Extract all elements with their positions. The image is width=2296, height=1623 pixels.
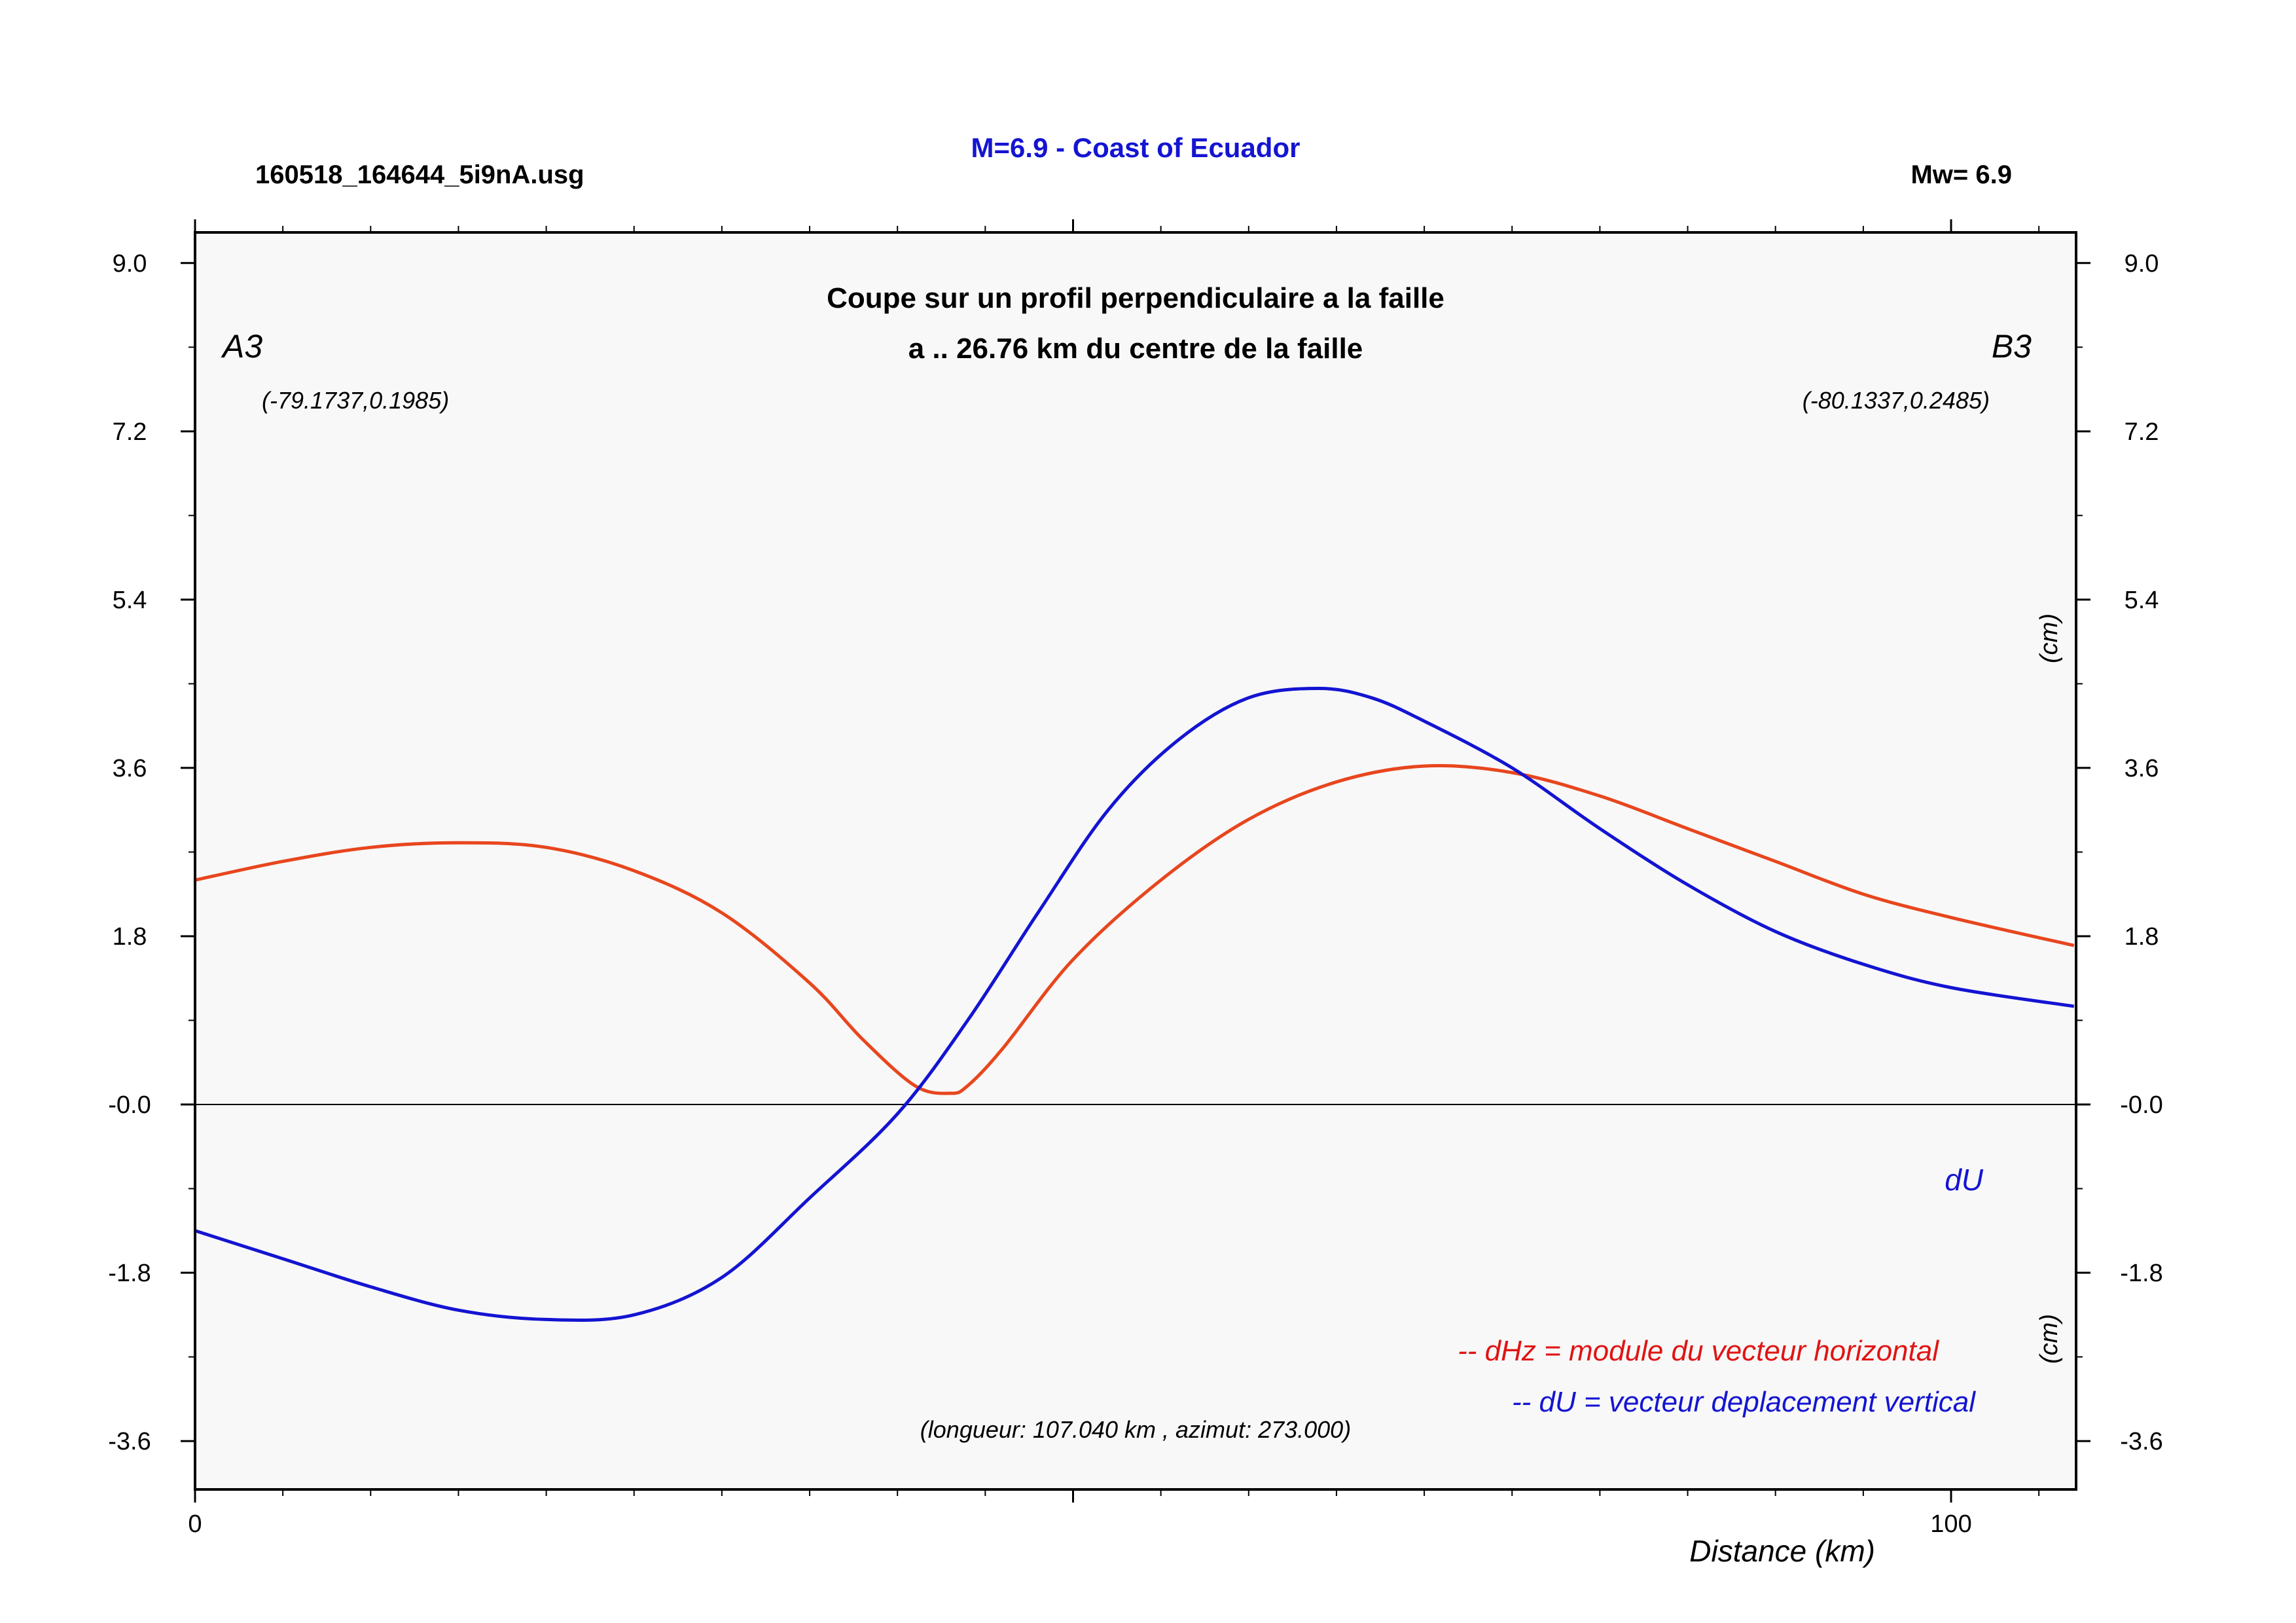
y-tick-label-left: -0.0 <box>108 1091 151 1119</box>
y-axis-right-labels: 9.0 7.2 5.4 3.6 1.8 -0.0 -1.8 -3.6 <box>2120 250 2162 1455</box>
x-tick-label: 0 <box>188 1510 202 1538</box>
y-tick-label-left: 3.6 <box>113 755 147 782</box>
y-tick-label-right: 9.0 <box>2125 250 2159 278</box>
file-label: 160518_164644_5i9nA.usg <box>255 160 584 189</box>
legend-du: -- dU = vecteur deplacement vertical <box>1512 1386 1976 1418</box>
right-unit-upper: (cm) <box>2036 613 2063 663</box>
point-a-label: A3 <box>221 328 262 365</box>
y-tick-label-right: -3.6 <box>2120 1428 2162 1455</box>
y-tick-label-left: -3.6 <box>108 1428 151 1455</box>
y-tick-label-left: 7.2 <box>113 418 147 446</box>
point-b-coords: (-80.1337,0.2485) <box>1803 387 1990 414</box>
point-a-coords: (-79.1737,0.1985) <box>262 387 449 414</box>
point-b-label: B3 <box>1992 328 2032 365</box>
series-dHz-line <box>194 763 2075 1095</box>
y-tick-label-right: 3.6 <box>2125 755 2159 782</box>
plot-frame <box>194 231 2077 1491</box>
magnitude-label: Mw= 6.9 <box>1910 160 2012 189</box>
y-tick-label-left: -1.8 <box>108 1260 151 1287</box>
y-tick-label-right: 7.2 <box>2125 418 2159 446</box>
series-dU-line <box>194 686 2075 1322</box>
chart-title: M=6.9 - Coast of Ecuador <box>971 132 1300 163</box>
subtitle-line-2: a .. 26.76 km du centre de la faille <box>908 333 1363 365</box>
y-tick-label-right: -0.0 <box>2120 1091 2162 1119</box>
x-axis-labels: 0 100 <box>188 1510 1971 1538</box>
du-series-label: dU <box>1945 1163 1984 1197</box>
y-tick-label-right: 1.8 <box>2125 923 2159 951</box>
right-unit-lower: (cm) <box>2036 1314 2063 1364</box>
info-text: (longueur: 107.040 km , azimut: 273.000) <box>920 1416 1351 1443</box>
y-tick-label-left: 5.4 <box>113 587 147 614</box>
x-tick-label: 100 <box>1930 1510 1971 1538</box>
y-axis-left-labels: 9.0 7.2 5.4 3.6 1.8 -0.0 -1.8 -3.6 <box>108 250 151 1455</box>
y-tick-label-right: -1.8 <box>2120 1260 2162 1287</box>
y-tick-label-left: 1.8 <box>113 923 147 951</box>
major-ticks <box>181 262 2090 1442</box>
y-tick-label-left: 9.0 <box>113 250 147 278</box>
legend-dhz: -- dHz = module du vecteur horizontal <box>1458 1335 1939 1367</box>
x-axis-label: Distance (km) <box>1689 1534 1875 1568</box>
plot-area <box>195 232 2076 1489</box>
y-tick-label-right: 5.4 <box>2125 587 2159 614</box>
subtitle-line-1: Coupe sur un profil perpendiculaire a la… <box>827 282 1444 314</box>
